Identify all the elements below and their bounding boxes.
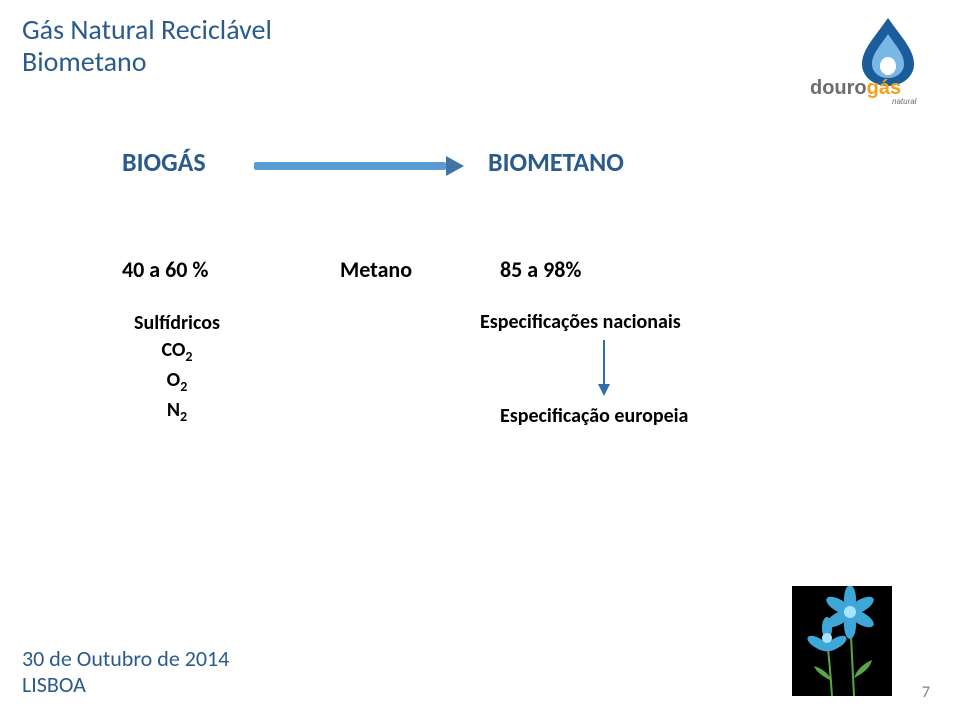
gas-components-list: Sulfídricos CO2 O2 N2 — [122, 310, 232, 427]
biogas-heading: BIOGÁS — [122, 146, 206, 178]
footer-date: 30 de Outubro de 2014 — [22, 645, 229, 672]
flowers-decoration-icon — [792, 586, 892, 696]
co2-main: CO — [161, 338, 185, 362]
n2-main: N — [167, 398, 180, 422]
o2-sub: 2 — [180, 378, 187, 395]
component-co2: CO2 — [122, 337, 232, 367]
component-sulfidricos: Sulfídricos — [122, 310, 232, 337]
metano-label: Metano — [340, 256, 412, 283]
svg-text:dourogás: dourogás — [810, 77, 901, 99]
flame-highlight-icon — [880, 57, 896, 75]
metano-right-value: 85 a 98% — [500, 256, 581, 283]
spec-nacionais-label: Especificações nacionais — [480, 310, 681, 334]
component-n2: N2 — [122, 397, 232, 427]
metano-left-value: 40 a 60 % — [122, 256, 208, 283]
logo-subtext: natural — [892, 97, 917, 104]
logo-text-douro: douro — [810, 77, 867, 99]
n2-sub: 2 — [180, 408, 187, 425]
o2-main: O — [167, 368, 181, 392]
arrow-biogas-to-biometano-icon — [254, 156, 464, 176]
arrow-down-icon — [594, 340, 614, 396]
biometano-heading: BIOMETANO — [488, 146, 624, 178]
page-number: 7 — [922, 683, 930, 702]
component-o2: O2 — [122, 367, 232, 397]
footer-city: LISBOA — [22, 671, 86, 698]
title-line1: Gás Natural Reciclável — [22, 12, 272, 47]
slide: Gás Natural Reciclável Biometano dourogá… — [0, 0, 960, 724]
co2-sub: 2 — [185, 348, 192, 365]
dourogas-logo: dourogás natural — [802, 14, 932, 104]
logo-text-gas: gás — [867, 77, 901, 99]
title-line2: Biometano — [22, 44, 147, 79]
spec-europeia-label: Especificação europeia — [500, 404, 688, 428]
